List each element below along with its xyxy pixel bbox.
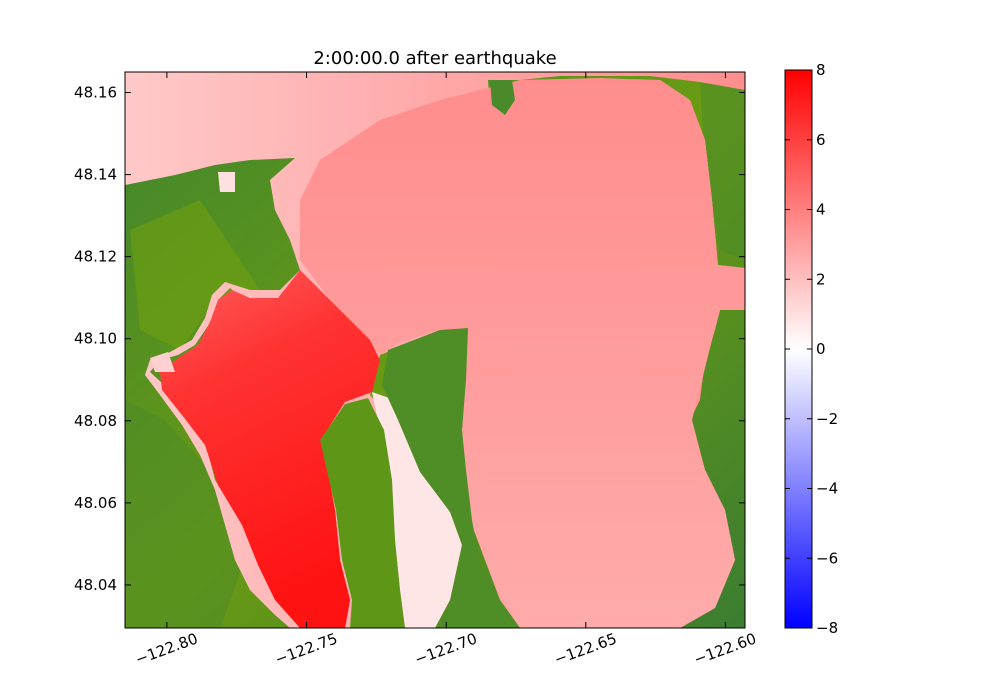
- water-channel: [372, 392, 462, 628]
- y-tick-label: 48.04: [74, 576, 117, 594]
- peninsula: [320, 398, 405, 628]
- peninsula: [382, 328, 520, 628]
- colorbar-tick-label: −8: [816, 619, 838, 637]
- colorbar-axis: 8 6 4 2 0 −2 −4 −6 −8: [785, 61, 838, 637]
- y-tick-label: 48.16: [74, 84, 117, 102]
- y-tick-label: 48.14: [74, 166, 117, 184]
- x-tick-label: −122.65: [552, 629, 619, 668]
- land-texture: [125, 400, 245, 628]
- colorbar-tick-label: −2: [816, 410, 838, 428]
- x-tick-label: −122.75: [273, 629, 340, 668]
- island: [490, 80, 515, 115]
- y-tick-label: 48.08: [74, 412, 117, 430]
- colorbar-tick-label: −6: [816, 549, 838, 567]
- x-tick-label: −122.80: [133, 629, 200, 668]
- colorbar-tick-label: 0: [816, 340, 826, 358]
- plot-frame: [124, 71, 746, 629]
- land-texture: [130, 200, 260, 350]
- chart-title: 2:00:00.0 after earthquake: [313, 48, 556, 69]
- water-spot: [218, 172, 235, 192]
- x-tick-label: −122.70: [412, 629, 479, 668]
- y-axis: 48.04 48.06 48.08 48.10 48.12 48.14 48.16: [74, 84, 745, 594]
- colorbar-tick-label: 8: [816, 61, 826, 79]
- water-spot: [150, 352, 175, 372]
- x-tick-label: −122.60: [691, 629, 758, 668]
- y-tick-label: 48.06: [74, 494, 117, 512]
- colorbar-tick-label: 2: [816, 270, 826, 288]
- water-east-bay: [300, 78, 745, 628]
- heatmap-area: [125, 72, 745, 628]
- land-texture: [700, 80, 745, 260]
- colorbar-tick-label: 6: [816, 131, 826, 149]
- y-tick-label: 48.10: [74, 330, 117, 348]
- water-inlet: [160, 270, 380, 628]
- y-tick-label: 48.12: [74, 248, 117, 266]
- colorbar-tick-label: 4: [816, 201, 826, 219]
- colorbar-tick-label: −4: [816, 480, 838, 498]
